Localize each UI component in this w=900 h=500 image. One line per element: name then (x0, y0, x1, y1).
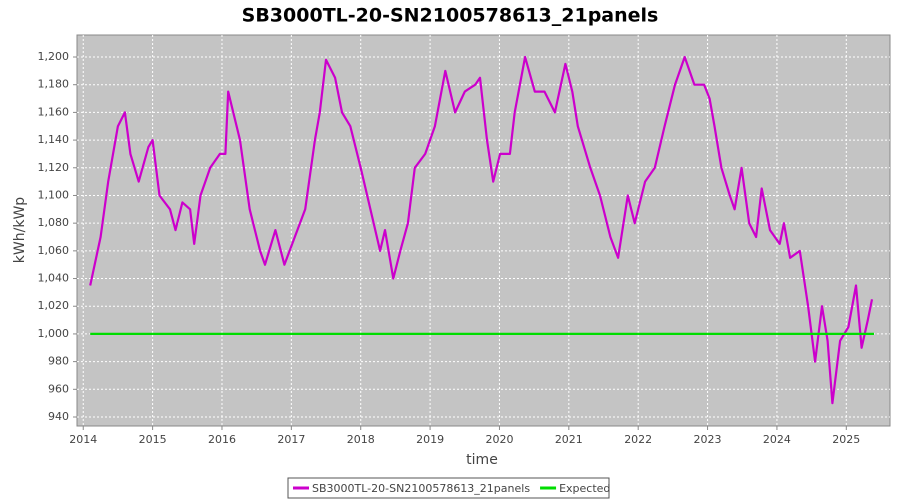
series-line (89, 55, 874, 405)
y-tick-label: 980 (48, 355, 69, 368)
x-tick-label: 2016 (208, 433, 236, 446)
y-tick-label: 1,000 (38, 327, 70, 340)
x-tick-label: 2022 (624, 433, 652, 446)
y-axis-label: kWh/kWp (12, 197, 28, 263)
x-tick-label: 2023 (694, 433, 722, 446)
legend-label: SB3000TL-20-SN2100578613_21panels (312, 482, 530, 495)
x-tick-label: 2024 (763, 433, 791, 446)
y-tick-label: 1,140 (38, 133, 70, 146)
y-tick-label: 1,020 (38, 299, 70, 312)
x-axis-label: time (466, 452, 498, 468)
x-tick-label: 2015 (139, 433, 167, 446)
x-tick-label: 2018 (347, 433, 375, 446)
y-tick-label: 1,120 (38, 161, 70, 174)
x-tick-label: 2020 (485, 433, 513, 446)
y-tick-label: 1,180 (38, 78, 70, 91)
x-tick-label: 2017 (277, 433, 305, 446)
x-tick-label: 2025 (832, 433, 860, 446)
y-tick-label: 1,080 (38, 216, 70, 229)
y-tick-label: 1,040 (38, 272, 70, 285)
y-tick-label: 940 (48, 410, 69, 423)
y-tick-label: 1,200 (38, 50, 70, 63)
x-tick-label: 2021 (555, 433, 583, 446)
y-tick-label: 960 (48, 382, 69, 395)
x-tick-label: 2014 (69, 433, 97, 446)
legend (287, 477, 610, 499)
y-tick-label: 1,160 (38, 105, 70, 118)
y-tick-label: 1,100 (38, 188, 70, 201)
legend-label: Expected (559, 482, 610, 495)
y-tick-label: 1,060 (38, 244, 70, 257)
chart-title: SB3000TL-20-SN2100578613_21panels (242, 5, 659, 27)
plot-area (76, 34, 891, 427)
x-tick-label: 2019 (416, 433, 444, 446)
